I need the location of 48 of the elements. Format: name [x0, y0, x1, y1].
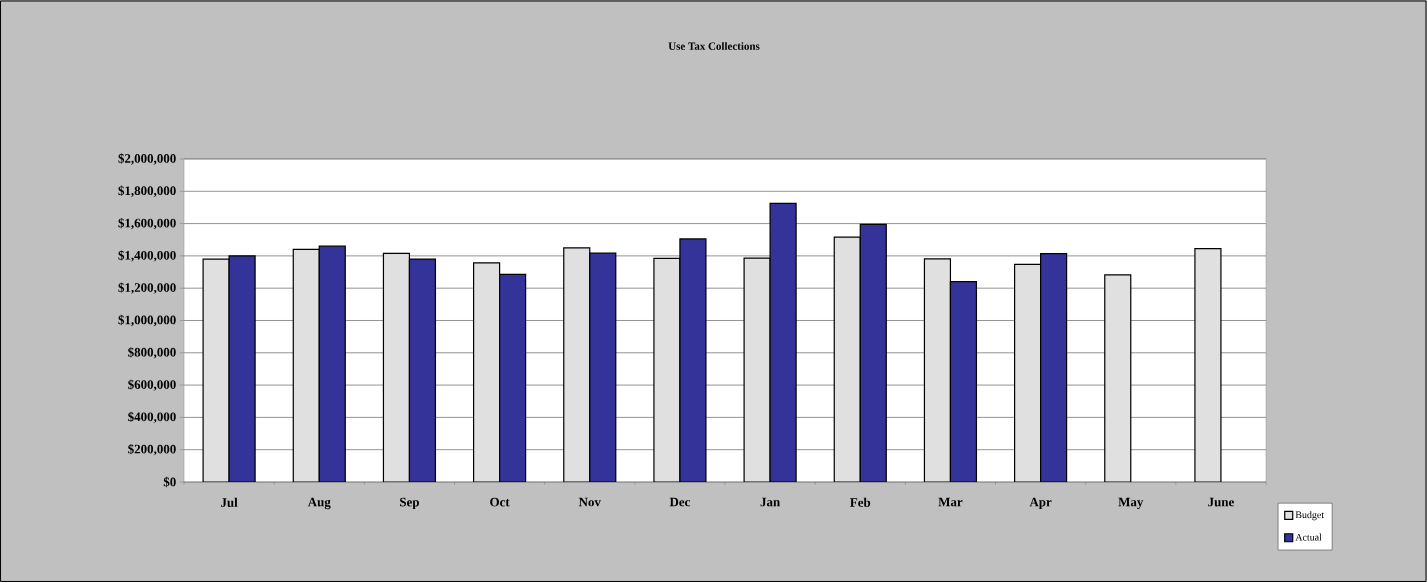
bar: [499, 273, 527, 482]
bar: [1014, 263, 1042, 482]
y-tick-label: $400,000: [128, 411, 176, 424]
bar: [1194, 248, 1222, 482]
x-tick-label: June: [1208, 497, 1234, 507]
y-tick-label: $200,000: [128, 444, 176, 456]
bar: [923, 258, 952, 482]
y-tick-label: $2,000,000: [118, 153, 176, 165]
y-tick-label: $1,600,000: [118, 217, 176, 230]
bar: [563, 247, 591, 482]
x-tick-label: May: [1118, 497, 1144, 510]
bar: [679, 238, 707, 482]
y-tick-label: $1,800,000: [118, 185, 176, 197]
legend-label: Budget: [1295, 511, 1325, 521]
bar: [292, 248, 320, 482]
bar: [382, 252, 411, 482]
bar: [1104, 274, 1132, 482]
bar: [743, 257, 771, 482]
y-tick-label: $600,000: [128, 379, 176, 391]
bar: [408, 258, 437, 482]
bar: [473, 262, 501, 482]
bar: [949, 281, 978, 482]
x-tick-label: Feb: [850, 497, 871, 507]
chart-title: Use Tax Collections: [668, 42, 760, 50]
bar: [653, 257, 681, 482]
legend-label: Actual: [1295, 533, 1322, 541]
x-tick-label: Nov: [578, 497, 601, 507]
y-tick-label: $1,400,000: [118, 250, 176, 262]
x-tick-label: Sep: [400, 497, 419, 510]
x-tick-label: Aug: [307, 497, 331, 510]
bar: [589, 252, 617, 482]
bar: [202, 258, 230, 482]
bar: [769, 202, 797, 482]
x-tick-label: Oct: [490, 497, 510, 507]
y-tick-label: $800,000: [128, 347, 176, 359]
x-tick-label: Jan: [760, 497, 780, 507]
bar: [1040, 253, 1068, 482]
y-tick-label: $1,200,000: [118, 282, 176, 294]
x-tick-label: Mar: [938, 497, 963, 507]
y-tick-label: $0: [163, 476, 176, 488]
x-tick-label: Apr: [1029, 497, 1052, 510]
bar: [228, 255, 256, 482]
bar: [859, 223, 887, 482]
x-tick-label: Jul: [221, 497, 238, 507]
x-tick-label: Dec: [669, 497, 691, 507]
bar: [318, 245, 346, 482]
bar: [833, 236, 861, 482]
y-tick-label: $1,000,000: [118, 314, 176, 327]
